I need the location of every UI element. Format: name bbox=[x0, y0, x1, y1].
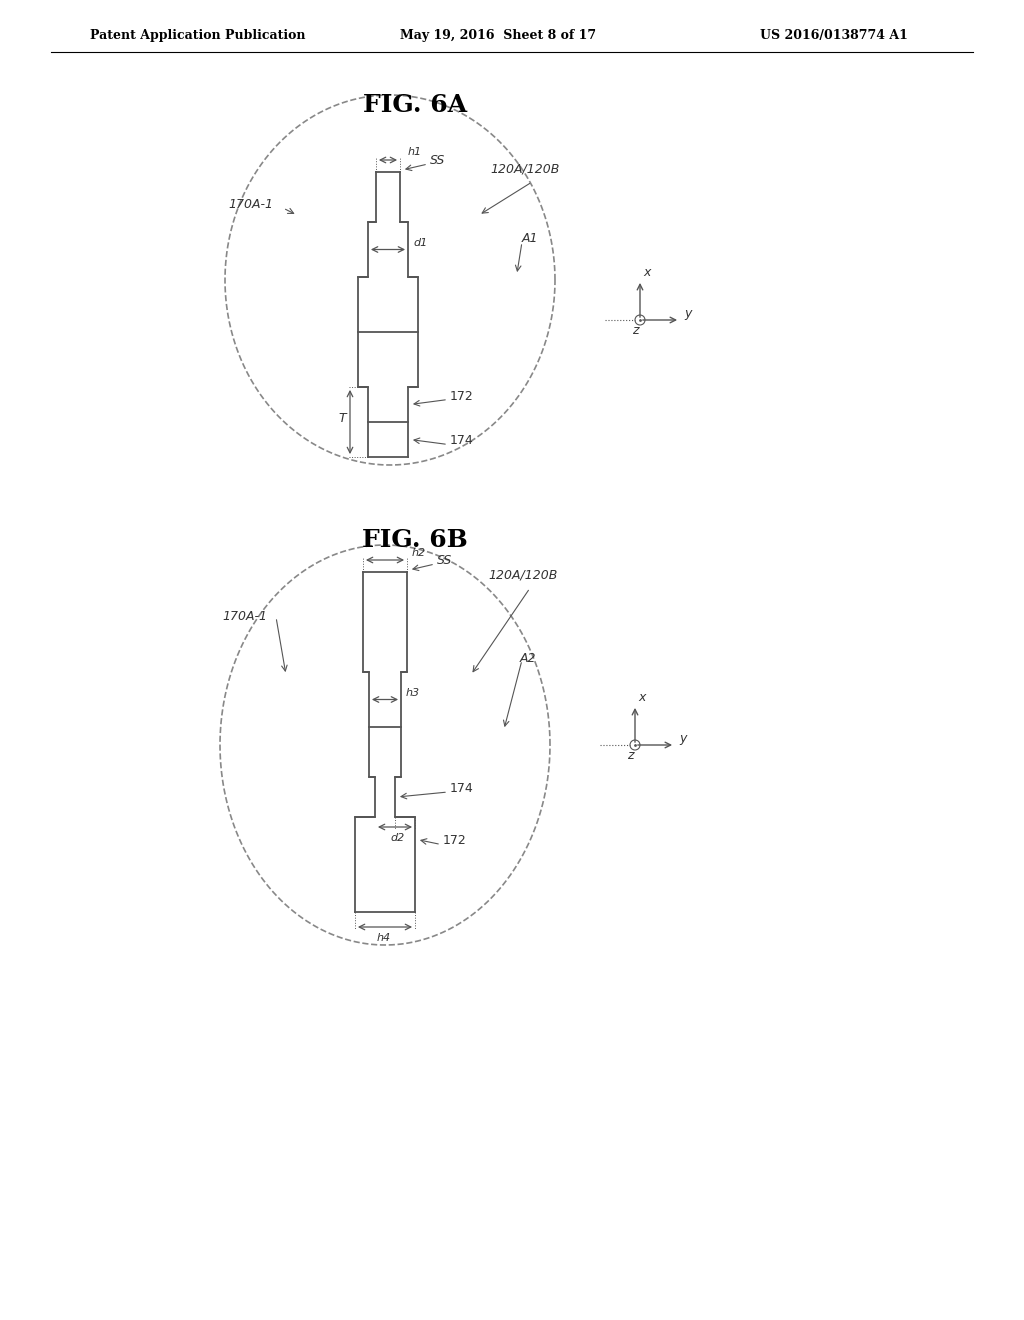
Text: x: x bbox=[643, 267, 650, 279]
Circle shape bbox=[635, 315, 645, 325]
Text: 170A-1: 170A-1 bbox=[222, 610, 267, 623]
Text: h1: h1 bbox=[408, 147, 422, 157]
Text: x: x bbox=[638, 690, 645, 704]
Circle shape bbox=[630, 741, 640, 750]
Text: FIG. 6B: FIG. 6B bbox=[362, 528, 468, 552]
Text: May 19, 2016  Sheet 8 of 17: May 19, 2016 Sheet 8 of 17 bbox=[400, 29, 596, 41]
Text: A2: A2 bbox=[520, 652, 537, 665]
Text: FIG. 6A: FIG. 6A bbox=[362, 92, 467, 117]
Text: z: z bbox=[632, 323, 639, 337]
Text: h2: h2 bbox=[412, 548, 426, 558]
Text: 120A/120B: 120A/120B bbox=[488, 568, 557, 581]
Text: US 2016/0138774 A1: US 2016/0138774 A1 bbox=[760, 29, 908, 41]
Text: SS: SS bbox=[430, 154, 445, 168]
Text: 174: 174 bbox=[450, 434, 474, 447]
Text: h3: h3 bbox=[406, 689, 420, 698]
Text: T: T bbox=[338, 412, 346, 425]
Text: 172: 172 bbox=[450, 389, 474, 403]
Text: d1: d1 bbox=[413, 239, 427, 248]
Text: A1: A1 bbox=[522, 232, 539, 246]
Text: SS: SS bbox=[437, 554, 453, 568]
Text: Patent Application Publication: Patent Application Publication bbox=[90, 29, 305, 41]
Text: z: z bbox=[627, 748, 634, 762]
Text: y: y bbox=[679, 733, 686, 744]
Text: h4: h4 bbox=[377, 933, 391, 942]
Text: 170A-1: 170A-1 bbox=[228, 198, 273, 211]
Text: 120A/120B: 120A/120B bbox=[490, 162, 559, 176]
Text: y: y bbox=[684, 308, 691, 319]
Text: 174: 174 bbox=[450, 781, 474, 795]
Text: d2: d2 bbox=[390, 833, 404, 843]
Text: 172: 172 bbox=[443, 834, 467, 847]
